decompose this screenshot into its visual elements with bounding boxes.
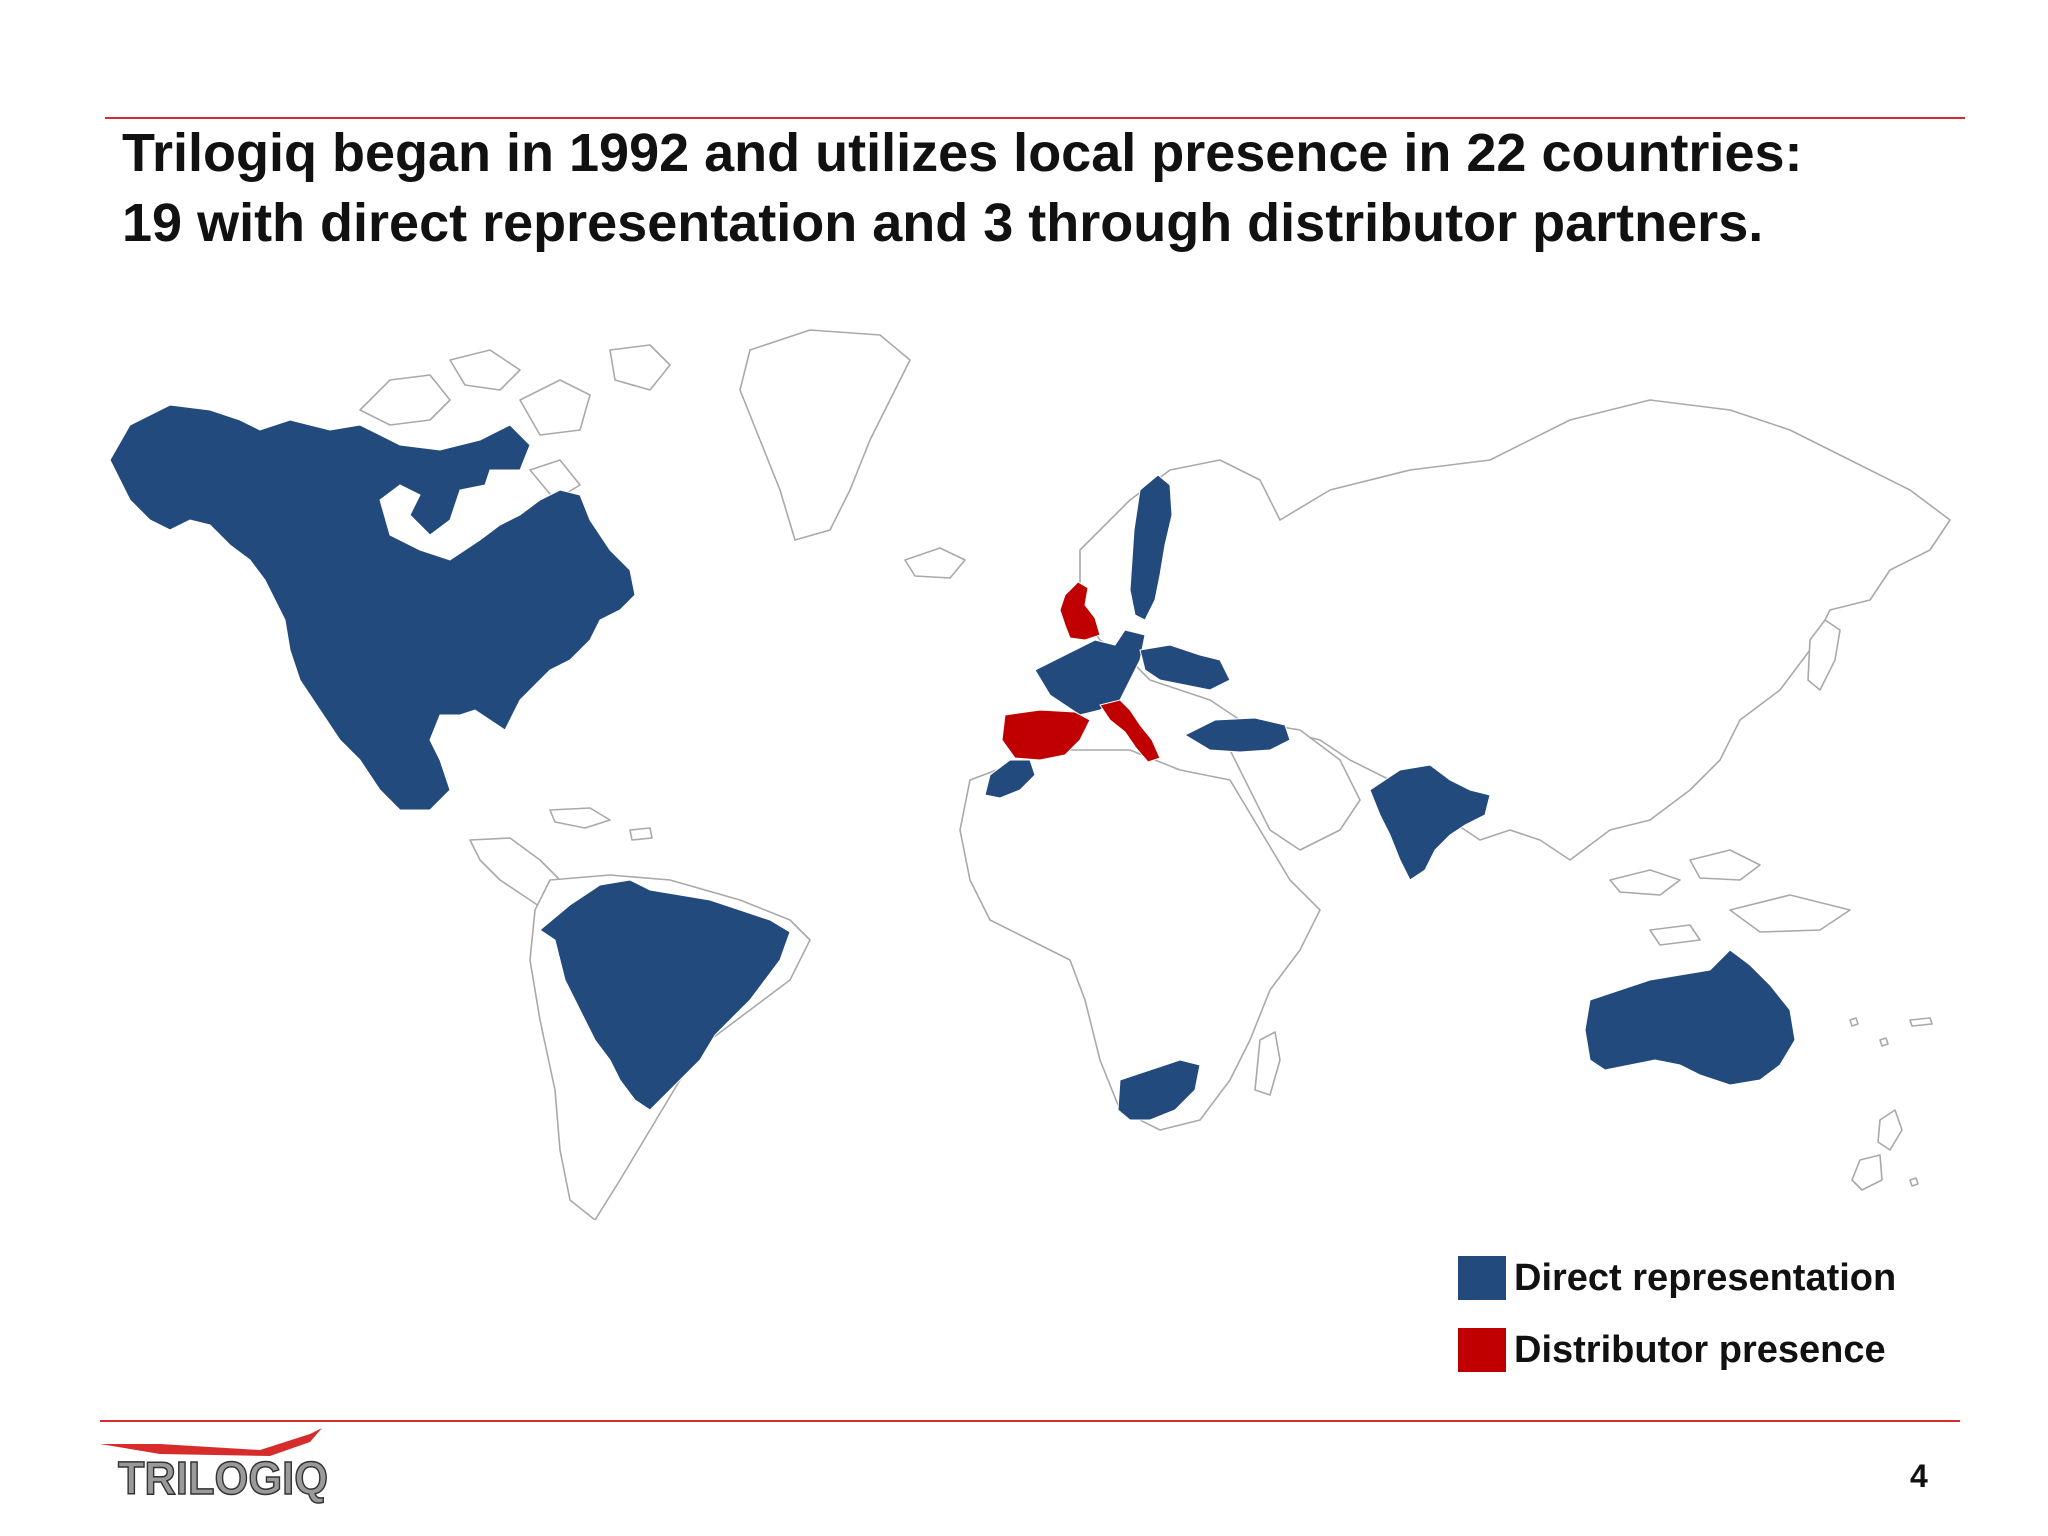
region-spain-distributor: [1001, 709, 1091, 761]
region-australia-direct: [1584, 949, 1796, 1086]
region-iceland: [904, 547, 966, 579]
region-africa: [959, 749, 1321, 1131]
slide-title: Trilogiq began in 1992 and utilizes loca…: [122, 118, 1962, 258]
slide-title-line-2: 19 with direct representation and 3 thro…: [122, 193, 1764, 253]
region-caribbean: [549, 807, 653, 841]
world-map: [109, 329, 1951, 1220]
region-united-kingdom-distributor: [1059, 581, 1101, 641]
region-greenland: [739, 329, 911, 541]
region-pacific-islands: [1849, 1017, 1933, 1187]
legend-swatch-distributor: [1458, 1328, 1506, 1372]
region-south-africa-direct: [1117, 1059, 1201, 1121]
logo-wordmark: TRILOGIQ: [118, 1452, 328, 1504]
trilogiq-logo: TRILOGIQ: [100, 1428, 329, 1505]
slide-title-line-1: Trilogiq began in 1992 and utilizes loca…: [122, 123, 1803, 183]
bottom-divider-line: [100, 1420, 1960, 1422]
region-western-europe-direct: [1034, 629, 1146, 716]
region-turkey-direct: [1183, 717, 1291, 753]
region-japan: [1807, 619, 1841, 691]
region-middle-east: [1229, 719, 1361, 851]
region-morocco-direct: [984, 759, 1036, 799]
region-arctic-islands: [339, 344, 671, 501]
logo-swoosh-icon: [100, 1428, 322, 1456]
legend-label-distributor: Distributor presence: [1514, 1329, 1886, 1371]
region-brazil-direct: [539, 879, 791, 1111]
legend-label-direct: Direct representation: [1514, 1257, 1897, 1299]
region-north-america-direct: [109, 404, 636, 811]
region-new-zealand: [1851, 1109, 1903, 1191]
region-sweden-direct: [1129, 474, 1173, 621]
legend-swatch-direct: [1458, 1256, 1506, 1300]
direct-representation-layer: [109, 404, 1796, 1121]
region-italy-distributor: [1099, 699, 1161, 763]
region-india-direct: [1369, 764, 1491, 881]
distributor-presence-layer: [1001, 581, 1161, 763]
region-central-europe-direct: [1139, 644, 1231, 691]
region-southeast-asia-islands: [1609, 849, 1851, 946]
region-madagascar: [1254, 1031, 1281, 1096]
top-divider-line: [105, 117, 1965, 119]
page-number: 4: [1910, 1458, 1928, 1494]
